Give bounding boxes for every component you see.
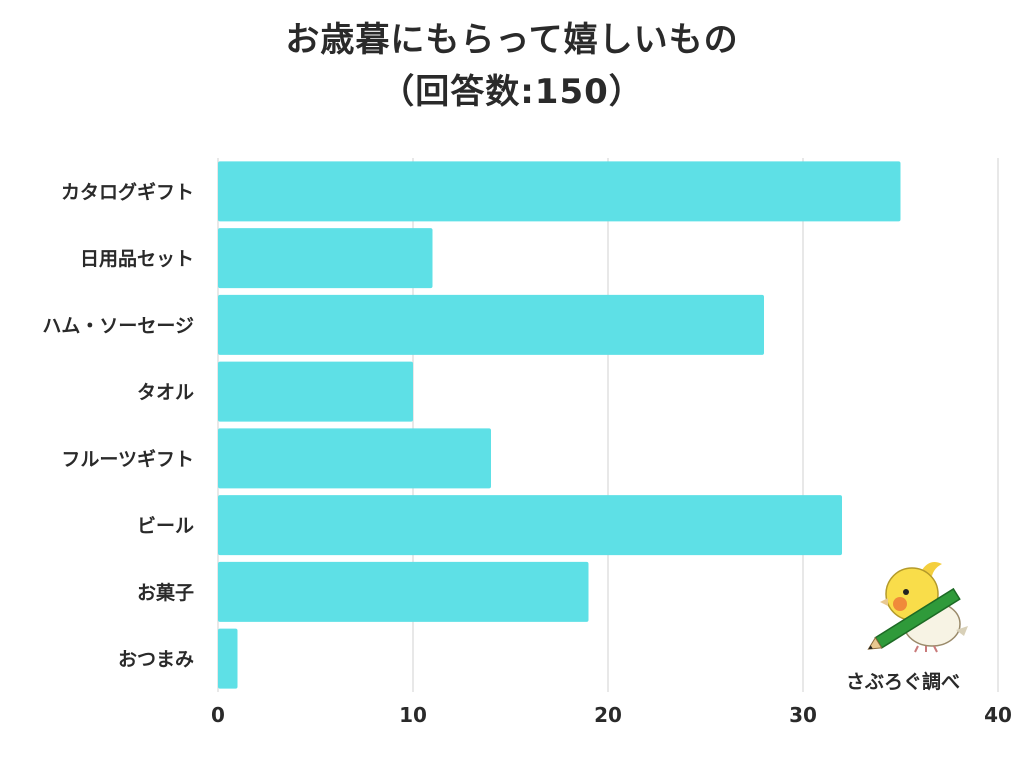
credit-label: さぶろぐ調べ xyxy=(846,670,960,693)
category-label: ビール xyxy=(137,515,194,537)
bar xyxy=(218,294,764,355)
bar xyxy=(218,428,491,489)
bar xyxy=(218,161,901,222)
category-label: おつまみ xyxy=(118,649,194,671)
bar xyxy=(218,361,413,422)
x-tick-label: 30 xyxy=(789,703,817,727)
chart-title: お歳暮にもらって嬉しいもの xyxy=(285,20,739,60)
x-tick-label: 10 xyxy=(399,703,427,727)
category-labels: カタログギフト日用品セットハム・ソーセージタオルフルーツギフトビールお菓子おつま… xyxy=(42,180,194,670)
bar xyxy=(218,628,238,689)
bars xyxy=(218,161,901,689)
x-tick-label: 40 xyxy=(984,703,1012,727)
category-label: カタログギフト xyxy=(61,180,194,203)
chart-subtitle: （回答数:150） xyxy=(380,72,644,112)
bar xyxy=(218,228,433,289)
cockatiel-with-pencil-icon xyxy=(867,562,968,653)
x-tick-label: 20 xyxy=(594,703,622,727)
category-label: お菓子 xyxy=(137,581,194,604)
category-label: フルーツギフト xyxy=(61,448,194,470)
bar xyxy=(218,561,589,622)
category-label: 日用品セット xyxy=(80,248,194,270)
x-tick-labels: 0 10 20 30 40 xyxy=(211,703,1012,727)
category-label: タオル xyxy=(137,382,194,404)
x-tick-label: 0 xyxy=(211,703,225,727)
bar xyxy=(218,495,842,556)
category-label: ハム・ソーセージ xyxy=(42,315,194,337)
